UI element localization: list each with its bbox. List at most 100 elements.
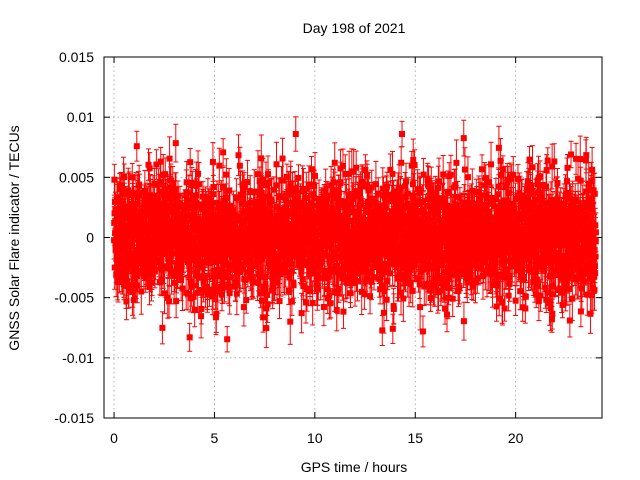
data-point xyxy=(269,287,276,294)
data-point xyxy=(284,253,291,260)
data-point xyxy=(125,187,132,194)
data-point xyxy=(191,306,198,313)
data-point xyxy=(294,198,301,205)
data-point xyxy=(200,279,207,286)
data-point xyxy=(214,288,221,295)
data-point xyxy=(312,264,319,271)
data-point xyxy=(276,194,283,201)
data-point xyxy=(147,238,154,245)
data-point xyxy=(231,226,238,233)
data-point xyxy=(258,297,265,304)
data-point xyxy=(146,165,153,172)
data-point xyxy=(233,195,240,202)
data-point xyxy=(298,217,305,224)
data-point xyxy=(276,298,283,305)
data-point xyxy=(151,180,158,187)
data-point xyxy=(254,205,261,212)
data-point xyxy=(216,162,223,169)
data-point xyxy=(195,274,202,281)
data-point xyxy=(209,158,216,165)
data-point xyxy=(236,162,243,169)
data-point xyxy=(123,268,130,275)
data-point xyxy=(141,188,148,195)
data-point xyxy=(288,298,295,305)
data-point xyxy=(173,298,180,305)
data-point xyxy=(254,171,261,178)
data-point xyxy=(267,229,274,236)
data-point xyxy=(156,189,163,196)
data-point xyxy=(224,250,231,257)
data-point xyxy=(123,298,130,305)
data-point xyxy=(209,293,216,300)
data-point xyxy=(196,181,203,188)
data-point xyxy=(235,152,242,159)
data-point xyxy=(246,256,253,263)
data-point xyxy=(273,161,280,168)
data-point xyxy=(295,174,302,181)
data-point xyxy=(112,207,119,214)
data-point xyxy=(171,279,178,286)
data-point xyxy=(285,191,292,198)
data-point xyxy=(116,273,123,280)
data-point xyxy=(162,171,169,178)
data-point xyxy=(201,228,208,235)
data-point xyxy=(217,232,224,239)
data-point xyxy=(286,222,293,229)
data-point xyxy=(187,295,194,302)
data-point xyxy=(142,275,149,282)
data-point xyxy=(219,239,226,246)
data-point xyxy=(317,274,324,281)
data-point xyxy=(259,255,266,262)
data-point xyxy=(309,299,316,306)
data-point xyxy=(242,208,249,215)
data-point xyxy=(226,187,233,194)
data-point xyxy=(166,298,173,305)
data-point xyxy=(180,254,187,261)
data-point xyxy=(152,214,159,221)
data-point xyxy=(193,192,200,199)
data-point xyxy=(220,149,227,156)
data-point xyxy=(158,277,165,284)
data-series xyxy=(111,116,599,353)
data-point xyxy=(145,222,152,229)
data-point xyxy=(234,214,241,221)
data-point xyxy=(126,191,133,198)
data-point xyxy=(273,212,280,219)
data-point xyxy=(262,288,269,295)
data-point xyxy=(113,256,120,263)
data-point xyxy=(263,291,270,298)
data-point xyxy=(179,285,186,292)
data-point xyxy=(223,171,230,178)
data-point xyxy=(279,177,286,184)
data-point xyxy=(129,210,136,217)
data-point xyxy=(268,198,275,205)
data-point xyxy=(174,193,181,200)
data-point xyxy=(305,260,312,267)
data-point xyxy=(121,174,128,181)
data-point xyxy=(172,241,179,248)
data-point xyxy=(298,310,305,317)
data-point xyxy=(250,279,257,286)
data-point xyxy=(133,222,140,229)
data-point xyxy=(260,285,267,292)
data-point xyxy=(130,267,137,274)
data-point xyxy=(255,279,262,286)
data-point xyxy=(313,244,320,251)
data-point xyxy=(232,279,239,286)
data-point xyxy=(113,271,120,278)
data-point xyxy=(164,294,171,301)
data-point xyxy=(210,184,217,191)
data-point xyxy=(187,159,194,166)
data-point xyxy=(240,304,247,311)
data-point xyxy=(311,182,318,189)
data-point xyxy=(290,203,297,210)
data-point xyxy=(133,143,140,150)
data-point xyxy=(213,199,220,206)
data-point xyxy=(246,207,253,214)
data-point xyxy=(190,293,197,300)
data-point xyxy=(243,297,250,304)
data-point xyxy=(145,161,152,168)
data-point xyxy=(199,193,206,200)
data-point xyxy=(186,334,193,341)
data-point xyxy=(270,279,277,286)
